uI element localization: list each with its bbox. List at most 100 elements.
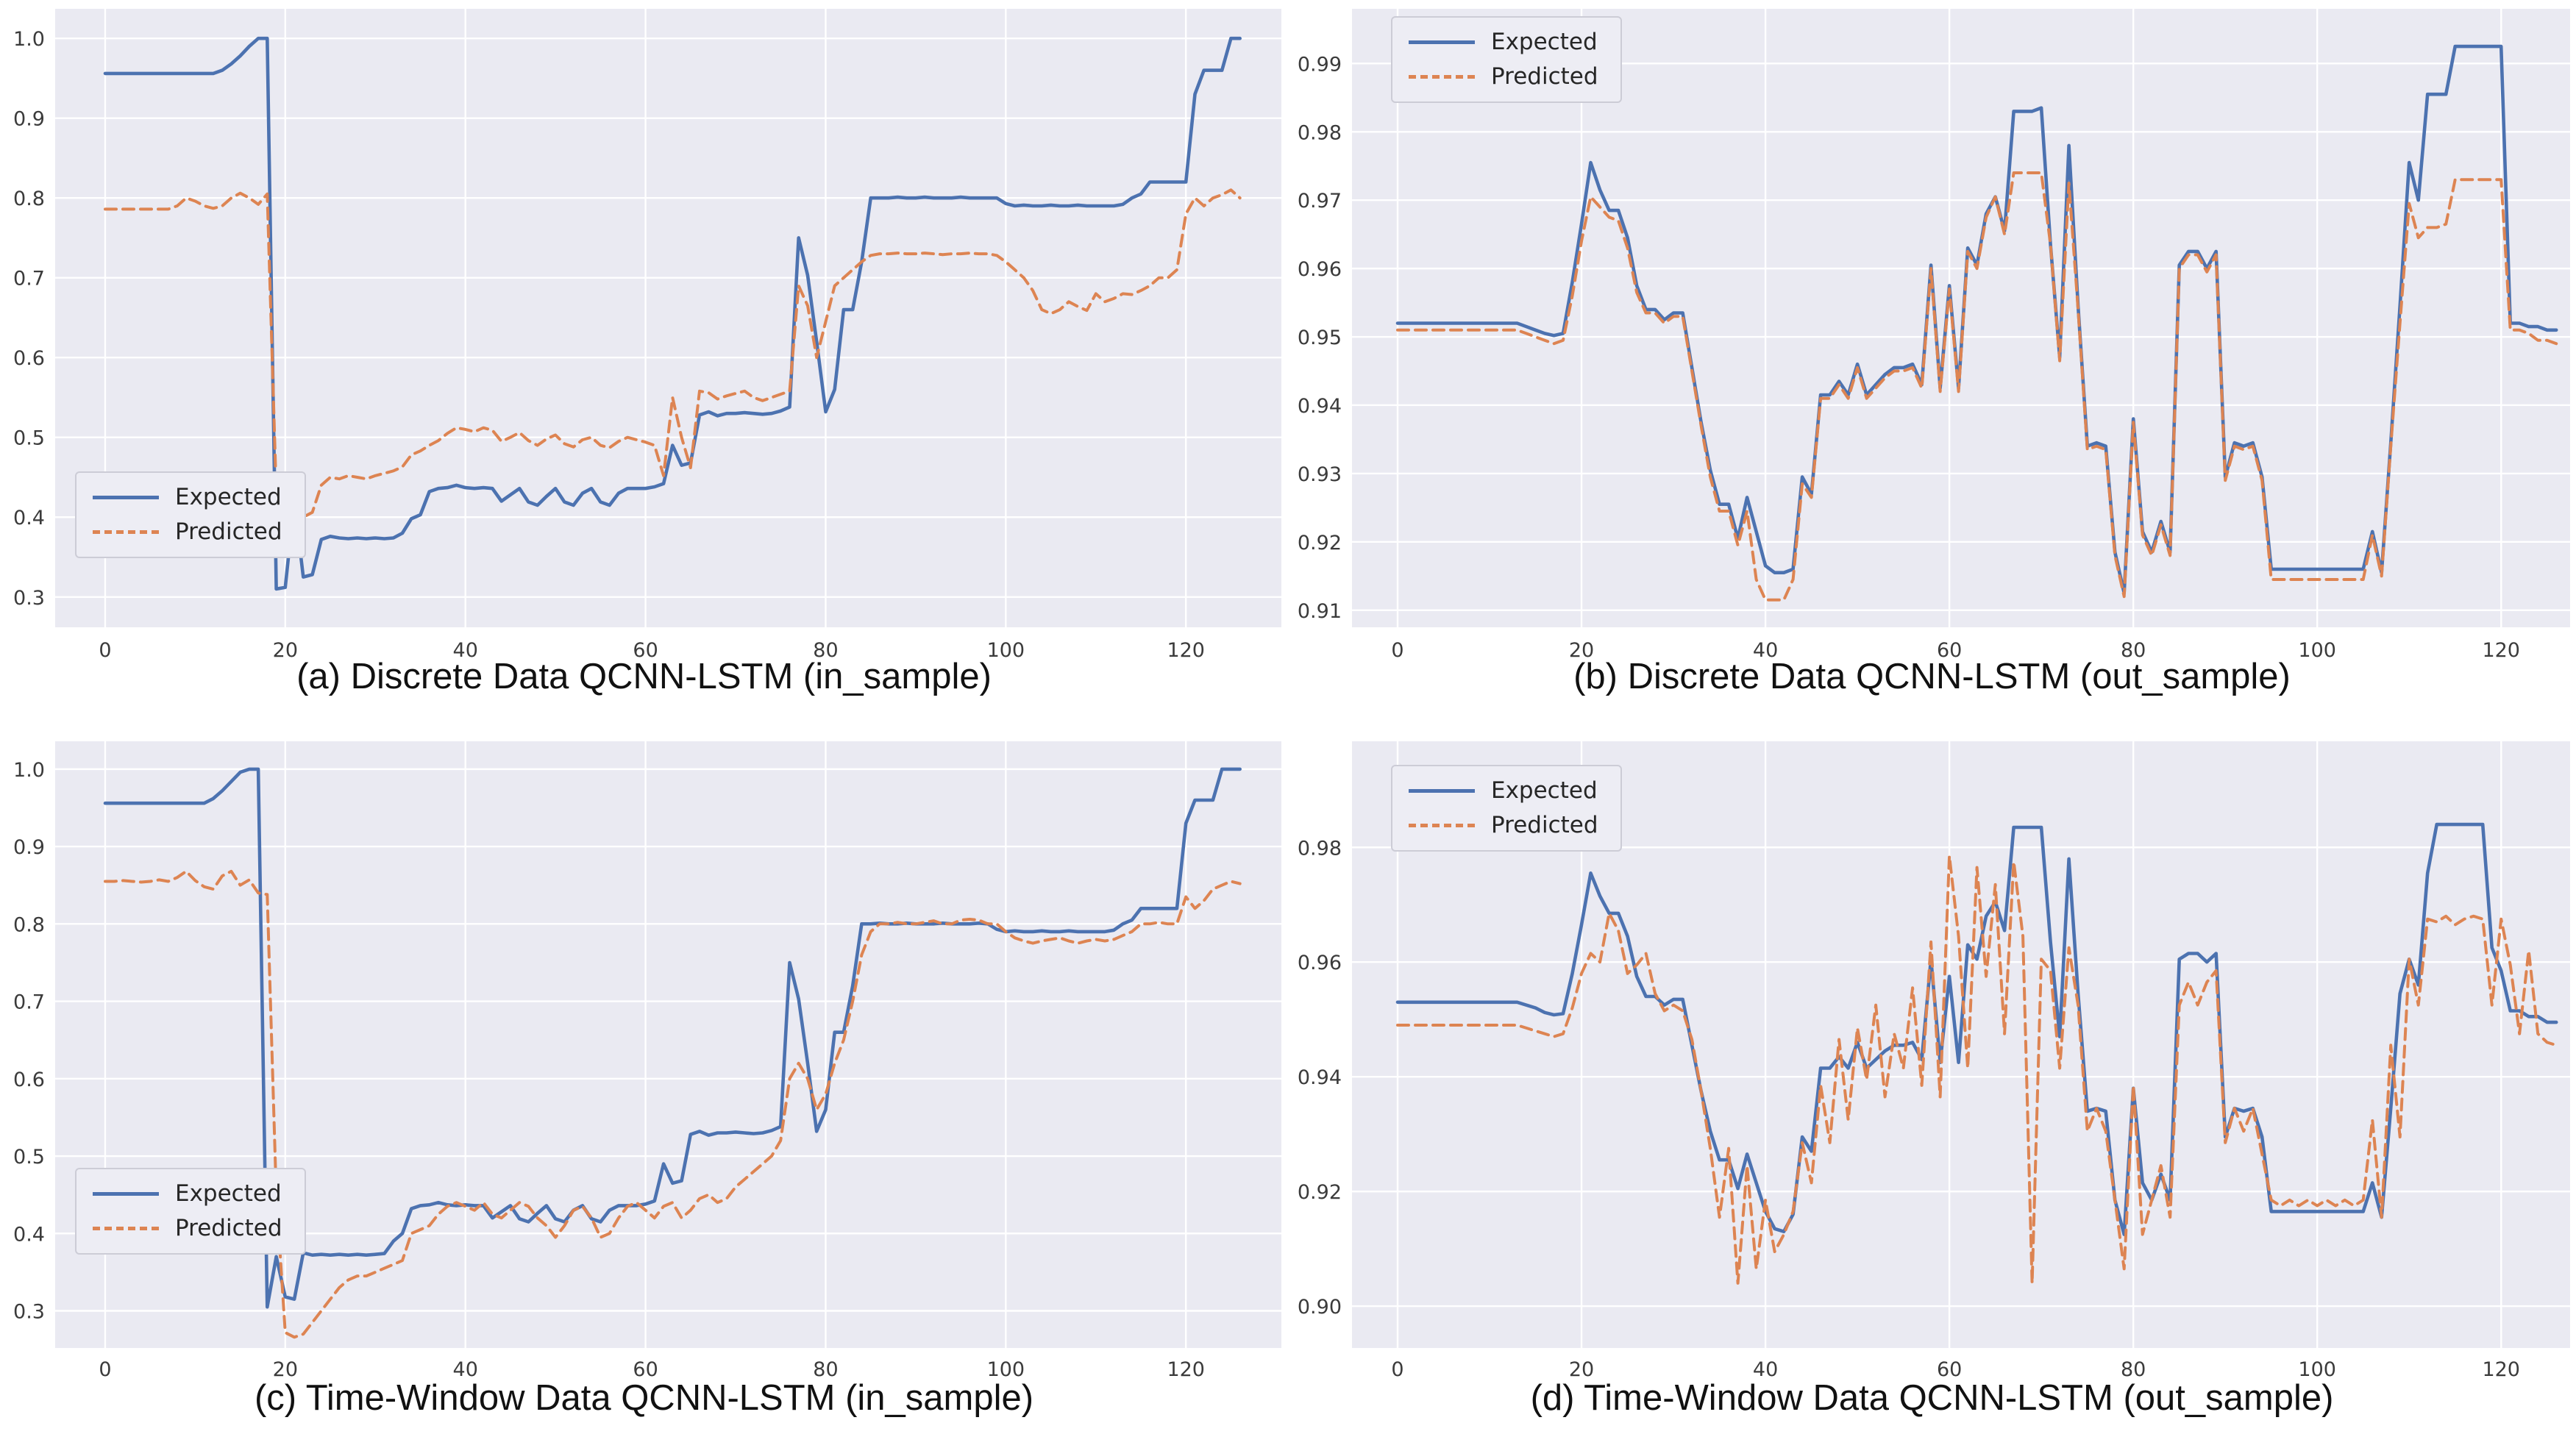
expected-line-sample: [93, 496, 159, 499]
legend-a: Expected Predicted: [75, 471, 306, 558]
legend-d: Expected Predicted: [1391, 765, 1622, 852]
plot-background: [1352, 9, 2570, 627]
y-tick-label: 1.0: [13, 759, 45, 782]
legend-label-expected: Expected: [175, 1180, 282, 1207]
x-tick-label: 20: [1569, 1358, 1594, 1381]
expected-line-sample: [1409, 789, 1475, 793]
legend-entry-expected: Expected: [1409, 780, 1598, 802]
x-tick-label: 120: [1167, 639, 1205, 662]
legend-entry-predicted: Predicted: [93, 521, 282, 543]
y-tick-label: 0.95: [1298, 327, 1342, 349]
legend-label-predicted: Predicted: [1491, 812, 1598, 838]
y-tick-label: 0.6: [13, 1069, 45, 1091]
y-tick-label: 0.7: [13, 991, 45, 1014]
y-tick-label: 0.4: [13, 507, 45, 529]
x-tick-label: 120: [2482, 639, 2520, 662]
chart-c: 0 20 40 60 80 100 120 0.3 0.4 0.5 0.6 0.7 0.8 0.9 1.0: [13, 741, 1281, 1381]
expected-line-sample: [93, 1192, 159, 1196]
y-tick-label: 0.91: [1298, 600, 1342, 623]
y-tick-label: 0.96: [1298, 258, 1342, 281]
chart-b: 0 20 40 60 80 100 120 0.91 0.92 0.93 0.94 0.95 0.96 0…: [1298, 9, 2570, 662]
x-tick-label: 0: [1391, 639, 1403, 662]
panel-a: 0 20 40 60 80 100 120 0.3 0.4 0.5 0.6 0.7 0.8 0.9 1.0 …: [0, 0, 1288, 724]
x-tick-label: 60: [1937, 639, 1962, 662]
x-tick-label: 40: [453, 639, 478, 662]
y-tick-label: 0.5: [13, 1146, 45, 1169]
legend-label-predicted: Predicted: [175, 518, 282, 545]
x-tick-label: 40: [1753, 1358, 1778, 1381]
legend-entry-predicted: Predicted: [1409, 814, 1598, 837]
x-tick-label: 60: [633, 639, 658, 662]
x-tick-label: 80: [813, 1358, 838, 1381]
y-tick-label: 0.6: [13, 347, 45, 370]
y-tick-label: 0.9: [13, 108, 45, 131]
x-tick-label: 60: [1937, 1358, 1962, 1381]
x-tick-label: 100: [2298, 639, 2336, 662]
legend-label-predicted: Predicted: [1491, 63, 1598, 90]
x-tick-label: 40: [1753, 639, 1778, 662]
legend-label-expected: Expected: [175, 484, 282, 510]
y-tick-label: 0.92: [1298, 1181, 1342, 1204]
chart-a: 0 20 40 60 80 100 120 0.3 0.4 0.5 0.6 0.7 0.8 0.9 1.0: [13, 9, 1281, 662]
x-tick-label: 40: [453, 1358, 478, 1381]
series-predicted: [104, 869, 1242, 1339]
series-predicted: [1396, 855, 2558, 1285]
series-expected: [1395, 822, 2558, 1236]
legend-entry-predicted: Predicted: [93, 1217, 282, 1240]
y-tick-label: 0.99: [1298, 53, 1342, 76]
x-tick-label: 80: [2121, 1358, 2146, 1381]
y-tick-label: 0.3: [13, 1300, 45, 1323]
legend-entry-expected: Expected: [93, 486, 282, 509]
caption-d: (d) Time-Window Data QCNN-LSTM (out_samp…: [1530, 1378, 2334, 1418]
y-tick-label: 0.93: [1298, 463, 1342, 486]
x-tick-label: 0: [99, 1358, 111, 1381]
legend-label-expected: Expected: [1491, 29, 1598, 55]
plot-background: [55, 741, 1281, 1348]
x-tick-label: 20: [1569, 639, 1594, 662]
y-tick-label: 0.96: [1298, 952, 1342, 974]
series-expected: [103, 767, 1242, 1309]
legend-label-predicted: Predicted: [175, 1215, 282, 1241]
legend-entry-predicted: Predicted: [1409, 65, 1598, 88]
y-tick-label: 0.92: [1298, 532, 1342, 554]
legend-b: Expected Predicted: [1391, 16, 1622, 103]
legend-c: Expected Predicted: [75, 1168, 306, 1255]
y-tick-label: 0.4: [13, 1223, 45, 1246]
panel-b: 0 20 40 60 80 100 120 0.91 0.92 0.93 0.94 0.95 0.96 0…: [1288, 0, 2576, 724]
x-tick-label: 80: [2121, 639, 2146, 662]
y-tick-label: 0.8: [13, 188, 45, 210]
panel-d: 0 20 40 60 80 100 120 0.90 0.92 0.94 0.96 0.98 Expe…: [1288, 724, 2576, 1448]
y-tick-label: 0.94: [1298, 395, 1342, 418]
legend-label-expected: Expected: [1491, 777, 1598, 804]
x-tick-label: 120: [1167, 1358, 1205, 1381]
x-tick-label: 20: [273, 1358, 298, 1381]
y-tick-label: 0.94: [1298, 1066, 1342, 1089]
expected-line-sample: [1409, 40, 1475, 44]
legend-entry-expected: Expected: [1409, 31, 1598, 54]
x-tick-label: 60: [633, 1358, 658, 1381]
caption-a: (a) Discrete Data QCNN-LSTM (in_sample): [296, 657, 992, 696]
x-tick-label: 0: [99, 639, 111, 662]
y-tick-label: 0.97: [1298, 190, 1342, 213]
predicted-line-sample: [93, 1227, 159, 1230]
x-tick-label: 120: [2482, 1358, 2520, 1381]
y-tick-label: 0.7: [13, 268, 45, 290]
y-tick-label: 0.8: [13, 913, 45, 936]
legend-entry-expected: Expected: [93, 1183, 282, 1205]
predicted-line-sample: [93, 530, 159, 534]
series-predicted: [1396, 171, 2558, 602]
x-tick-label: 100: [987, 639, 1025, 662]
y-tick-label: 0.90: [1298, 1296, 1342, 1319]
y-tick-label: 0.3: [13, 587, 45, 610]
y-tick-label: 0.5: [13, 427, 45, 450]
y-tick-label: 1.0: [13, 28, 45, 51]
predicted-line-sample: [1409, 824, 1475, 827]
x-tick-label: 0: [1391, 1358, 1403, 1381]
predicted-line-sample: [1409, 75, 1475, 79]
x-tick-label: 20: [273, 639, 298, 662]
x-tick-label: 100: [987, 1358, 1025, 1381]
x-tick-label: 100: [2298, 1358, 2336, 1381]
caption-c: (c) Time-Window Data QCNN-LSTM (in_sampl…: [254, 1378, 1034, 1418]
y-tick-label: 0.9: [13, 836, 45, 859]
